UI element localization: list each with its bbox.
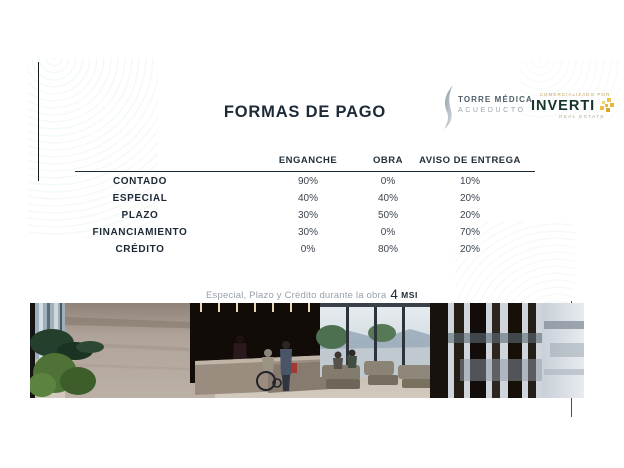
- cell-value: 0%: [300, 244, 316, 255]
- cell-value: 80%: [377, 244, 398, 255]
- inverti-name: INVERTI: [531, 98, 596, 114]
- inverti-pinwheel-icon: [598, 98, 614, 113]
- payment-table: ENGANCHE OBRA AVISO DE ENTREGA CONTADO 9…: [75, 151, 535, 261]
- table-row-financiamiento: FINANCIAMIENTO 30% 0% 70%: [75, 227, 535, 244]
- cell-value: 0%: [380, 176, 396, 187]
- caption-msi: Especial, Plazo y Crédito durante la obr…: [62, 287, 562, 302]
- table-row-credito: CRÉDITO 0% 80% 20%: [75, 244, 535, 261]
- torre-medica-logo: TORRE MÉDICA ACUEDUCTO: [441, 84, 537, 130]
- cell-value: 70%: [459, 227, 480, 238]
- cell-value: 30%: [297, 227, 318, 238]
- page-title: FORMAS DE PAGO: [223, 103, 387, 121]
- caption-number: 4: [390, 287, 399, 302]
- inverti-logo: COMERCIALIZADO POR INVERTI REAL ESTATE: [531, 92, 621, 124]
- row-label: FINANCIAMIENTO: [92, 227, 188, 238]
- column-header-enganche: ENGANCHE: [278, 155, 338, 166]
- cell-value: 0%: [380, 227, 396, 238]
- cell-value: 20%: [459, 193, 480, 204]
- caption-text: Especial, Plazo y Crédito durante la obr…: [206, 290, 387, 301]
- inverti-subtext: REAL ESTATE: [559, 115, 605, 120]
- cell-value: 50%: [377, 210, 398, 221]
- cell-value: 40%: [377, 193, 398, 204]
- cell-value: 20%: [459, 244, 480, 255]
- row-label: PLAZO: [121, 210, 159, 221]
- table-row-especial: ESPECIAL 40% 40% 20%: [75, 193, 535, 210]
- cell-value: 90%: [297, 176, 318, 187]
- torre-medica-name: TORRE MÉDICA: [458, 95, 533, 104]
- inverti-tagline: COMERCIALIZADO POR: [539, 92, 611, 97]
- column-header-obra: OBRA: [373, 155, 403, 166]
- caption-unit: MSI: [401, 290, 418, 300]
- row-label: CONTADO: [112, 176, 167, 187]
- torre-medica-subname: ACUEDUCTO: [458, 107, 526, 114]
- cell-value: 40%: [297, 193, 318, 204]
- cell-value: 20%: [459, 210, 480, 221]
- lobby-render-image: [30, 303, 584, 398]
- torre-medica-swoosh-icon: [444, 85, 453, 129]
- row-label: CRÉDITO: [115, 244, 165, 255]
- payment-table-header: ENGANCHE OBRA AVISO DE ENTREGA: [75, 151, 535, 172]
- cell-value: 30%: [297, 210, 318, 221]
- table-row-contado: CONTADO 90% 0% 10%: [75, 176, 535, 193]
- column-header-aviso-de-entrega: AVISO DE ENTREGA: [419, 155, 521, 166]
- table-row-plazo: PLAZO 30% 50% 20%: [75, 210, 535, 227]
- vertical-rule-left: [38, 62, 39, 181]
- row-label: ESPECIAL: [112, 193, 168, 204]
- cell-value: 10%: [459, 176, 480, 187]
